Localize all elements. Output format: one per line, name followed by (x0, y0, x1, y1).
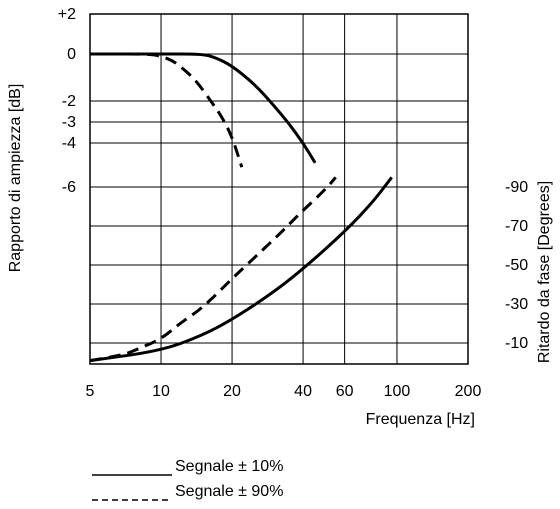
x-tick-label: 200 (455, 383, 482, 400)
tick-labels: 5 10 20 40 60 100 200 +2 0 -2 -3 -4 -6 -90 -70 -50 -30 -1… (58, 6, 528, 400)
x-axis-label: Frequenza [Hz] (366, 411, 475, 428)
left-y-axis-label: Rapporto di ampiezza [dB] (7, 84, 24, 273)
left-y-tick-label: 0 (67, 46, 76, 63)
x-tick-label: 20 (223, 383, 241, 400)
x-tick-label: 40 (294, 383, 312, 400)
right-y-tick-label: -90 (505, 179, 528, 196)
x-tick-label: 60 (336, 383, 354, 400)
left-y-tick-label: -3 (62, 114, 76, 131)
x-tick-label: 10 (152, 383, 170, 400)
grid (90, 14, 469, 364)
left-y-tick-label: -4 (62, 135, 76, 152)
legend-label-dashed: Segnale ± 90% (175, 483, 283, 500)
legend-label-solid: Segnale ± 10% (175, 458, 283, 475)
series-curve-phase-dashed (89, 176, 337, 363)
right-y-tick-label: -70 (505, 218, 528, 235)
right-y-tick-label: -30 (505, 296, 528, 313)
legend: Segnale ± 10% Segnale ± 90% (92, 458, 283, 501)
plot-frame (89, 13, 469, 365)
series-curve-amplitude-solid (89, 52, 317, 164)
right-y-tick-label: -10 (505, 335, 528, 352)
left-y-tick-label: -2 (62, 93, 76, 110)
left-y-tick-label: +2 (58, 6, 76, 23)
x-tick-label: 100 (384, 383, 411, 400)
left-y-tick-label: -6 (62, 179, 76, 196)
right-y-axis-label: Ritardo da fase [Degrees] (536, 181, 553, 363)
series-curve-phase-solid (89, 176, 393, 363)
right-y-tick-label: -50 (505, 257, 528, 274)
series-curve-amplitude-dashed (89, 52, 244, 168)
curves (89, 52, 393, 363)
x-tick-label: 5 (86, 383, 95, 400)
